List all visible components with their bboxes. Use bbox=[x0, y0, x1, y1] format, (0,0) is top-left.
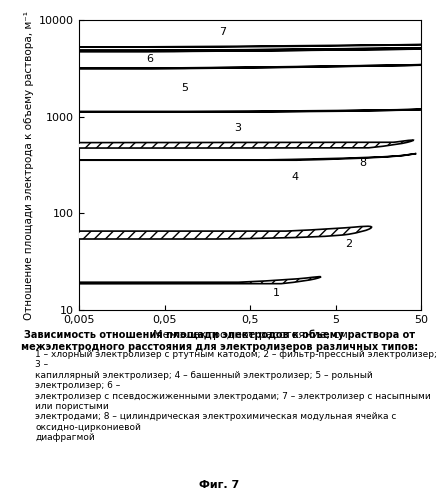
X-axis label: Межэлектродное расстояние, см: Межэлектродное расстояние, см bbox=[152, 330, 347, 340]
Text: 3: 3 bbox=[233, 124, 240, 134]
Y-axis label: Отношение площади электрода к объему раствора, м⁻¹: Отношение площади электрода к объему рас… bbox=[24, 10, 34, 320]
Text: 1: 1 bbox=[272, 288, 279, 298]
Text: Фиг. 7: Фиг. 7 bbox=[199, 480, 239, 490]
Text: 5: 5 bbox=[180, 82, 187, 92]
Ellipse shape bbox=[0, 40, 438, 56]
Ellipse shape bbox=[0, 226, 371, 240]
Text: 6: 6 bbox=[145, 54, 152, 64]
Text: 2: 2 bbox=[344, 240, 351, 250]
Ellipse shape bbox=[0, 108, 438, 116]
Text: 4: 4 bbox=[290, 172, 298, 181]
Ellipse shape bbox=[0, 58, 438, 82]
Ellipse shape bbox=[0, 154, 415, 168]
Text: 8: 8 bbox=[359, 158, 366, 168]
Ellipse shape bbox=[0, 276, 320, 290]
Ellipse shape bbox=[0, 44, 438, 60]
Ellipse shape bbox=[0, 140, 413, 157]
Text: 1 – хлорный электролизер с ртутным катодом; 2 – фильтр-прессный электролизер; 3 : 1 – хлорный электролизер с ртутным катод… bbox=[35, 350, 436, 442]
Text: Зависимость отношения площади электродов к объему раствора от
межэлектродного ра: Зависимость отношения площади электродов… bbox=[21, 330, 417, 352]
Text: 7: 7 bbox=[219, 26, 226, 36]
